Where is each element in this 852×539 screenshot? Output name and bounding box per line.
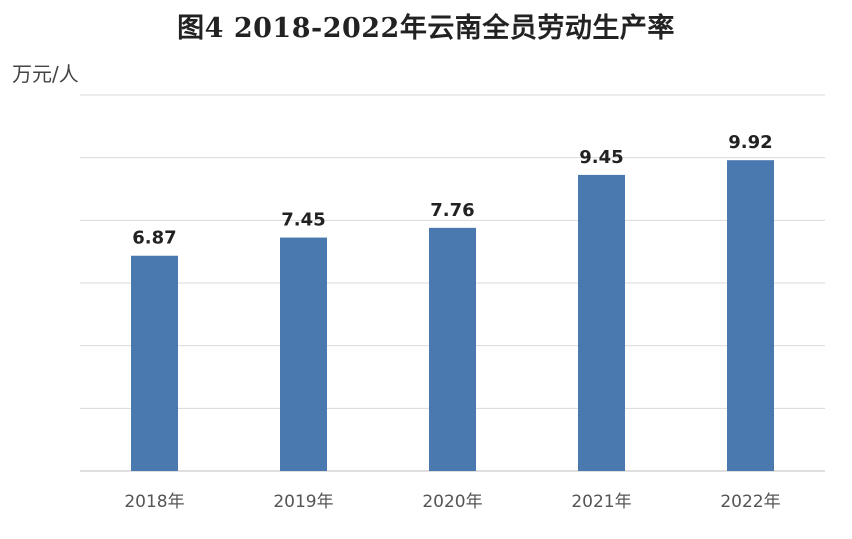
x-tick-label-2: 2020年	[422, 492, 482, 512]
bar-3	[578, 174, 625, 471]
bar-0	[131, 255, 178, 471]
chart-title: 图4 2018-2022年云南全员劳动生产率	[177, 13, 675, 44]
bar-2	[429, 227, 476, 471]
data-label-3: 9.45	[579, 147, 623, 168]
x-tick-labels-group: 2018年 2019年 2020年 2021年 2022年	[124, 492, 780, 512]
data-label-4: 9.92	[728, 132, 772, 153]
x-tick-label-1: 2019年	[273, 492, 333, 512]
data-label-2: 7.76	[430, 200, 474, 221]
x-tick-label-0: 2018年	[124, 492, 184, 512]
bar-1	[280, 237, 327, 471]
y-axis-unit-label: 万元/人	[12, 62, 79, 86]
bar-4	[727, 160, 774, 471]
x-tick-label-3: 2021年	[571, 492, 631, 512]
data-labels-group: 6.87 7.45 7.76 9.45 9.92	[132, 132, 772, 249]
data-label-0: 6.87	[132, 228, 176, 249]
data-label-1: 7.45	[281, 210, 325, 231]
x-tick-label-4: 2022年	[720, 492, 780, 512]
bars-group	[131, 160, 774, 471]
